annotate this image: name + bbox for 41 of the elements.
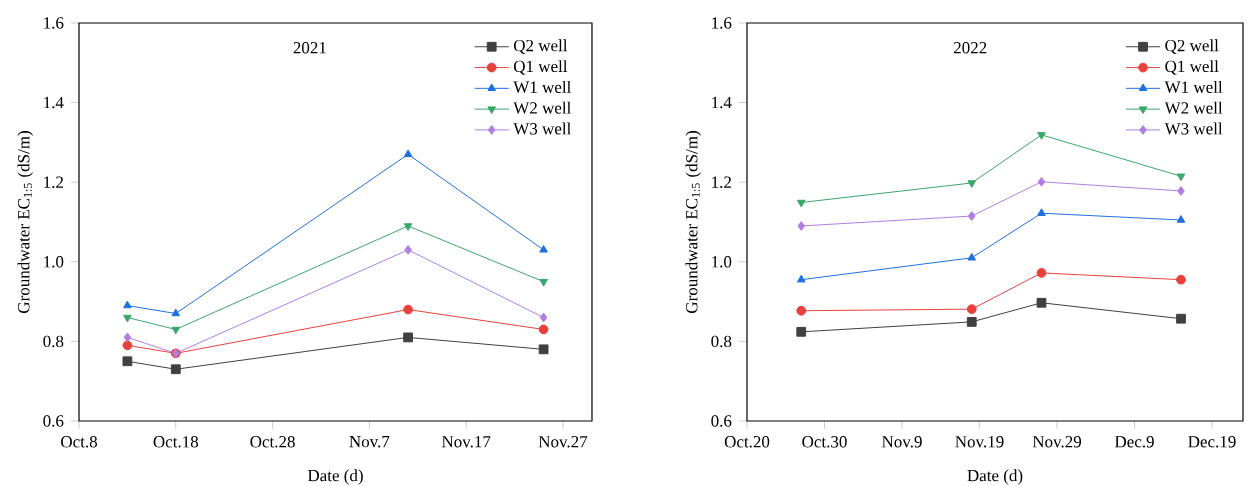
legend-label: W1 well — [1164, 80, 1223, 93]
legend-label: Q1 well — [1165, 60, 1219, 75]
y-tick-label: 1.6 — [712, 17, 732, 29]
annotation: 2022 — [953, 42, 987, 54]
x-tick-label: Nov.27 — [538, 436, 588, 448]
x-tick-label: Oct.8 — [61, 436, 97, 448]
legend-label: Q2 well — [1165, 39, 1219, 54]
legend-label: W3 well — [1164, 122, 1223, 135]
legend-label: Q2 well — [513, 39, 568, 54]
y-tick-label: 0.6 — [711, 415, 732, 427]
y-tick-label: 1.6 — [44, 17, 64, 29]
legend-label: W3 well — [513, 122, 571, 135]
y-tick-label: 1.4 — [712, 96, 732, 109]
y-tick-label: 1.0 — [44, 256, 64, 268]
x-tick-label: Dec.9 — [1114, 436, 1154, 448]
x-tick-label: Nov.17 — [441, 436, 491, 448]
y-tick-label: 1.0 — [712, 256, 732, 268]
x-tick-label: Nov.29 — [1032, 436, 1082, 448]
x-axis-title: Date (d) — [307, 469, 363, 485]
x-tick-label: Dec.19 — [1188, 436, 1236, 448]
x-tick-label: Oct.18 — [153, 436, 199, 448]
y-tick-label: 1.2 — [712, 176, 731, 188]
y-axis-title: Groundwater EC$_{1:5}$ (dS/m) — [685, 131, 701, 313]
x-tick-label: Nov.9 — [882, 436, 922, 448]
y-tick-label: 0.6 — [43, 415, 64, 427]
legend-label: W2 well — [1164, 101, 1223, 114]
y-tick-label: 1.2 — [44, 176, 63, 188]
x-tick-label: Nov.19 — [955, 436, 1004, 448]
legend-label: Q1 well — [513, 60, 568, 75]
legend-label: W2 well — [513, 101, 571, 114]
x-tick-label: Oct.20 — [724, 436, 770, 448]
legend-label: W1 well — [513, 80, 571, 93]
x-axis-title: Date (d) — [967, 469, 1023, 485]
x-tick-label: Oct.28 — [250, 436, 295, 448]
y-axis-title: Groundwater EC$_{1:5}$ (dS/m) — [17, 131, 33, 313]
annotation: 2021 — [293, 42, 326, 54]
x-tick-label: Oct.30 — [802, 436, 847, 448]
x-tick-label: Nov.7 — [349, 436, 390, 448]
y-tick-label: 0.8 — [43, 335, 64, 348]
y-tick-label: 1.4 — [44, 96, 64, 109]
y-tick-label: 0.8 — [711, 335, 732, 348]
